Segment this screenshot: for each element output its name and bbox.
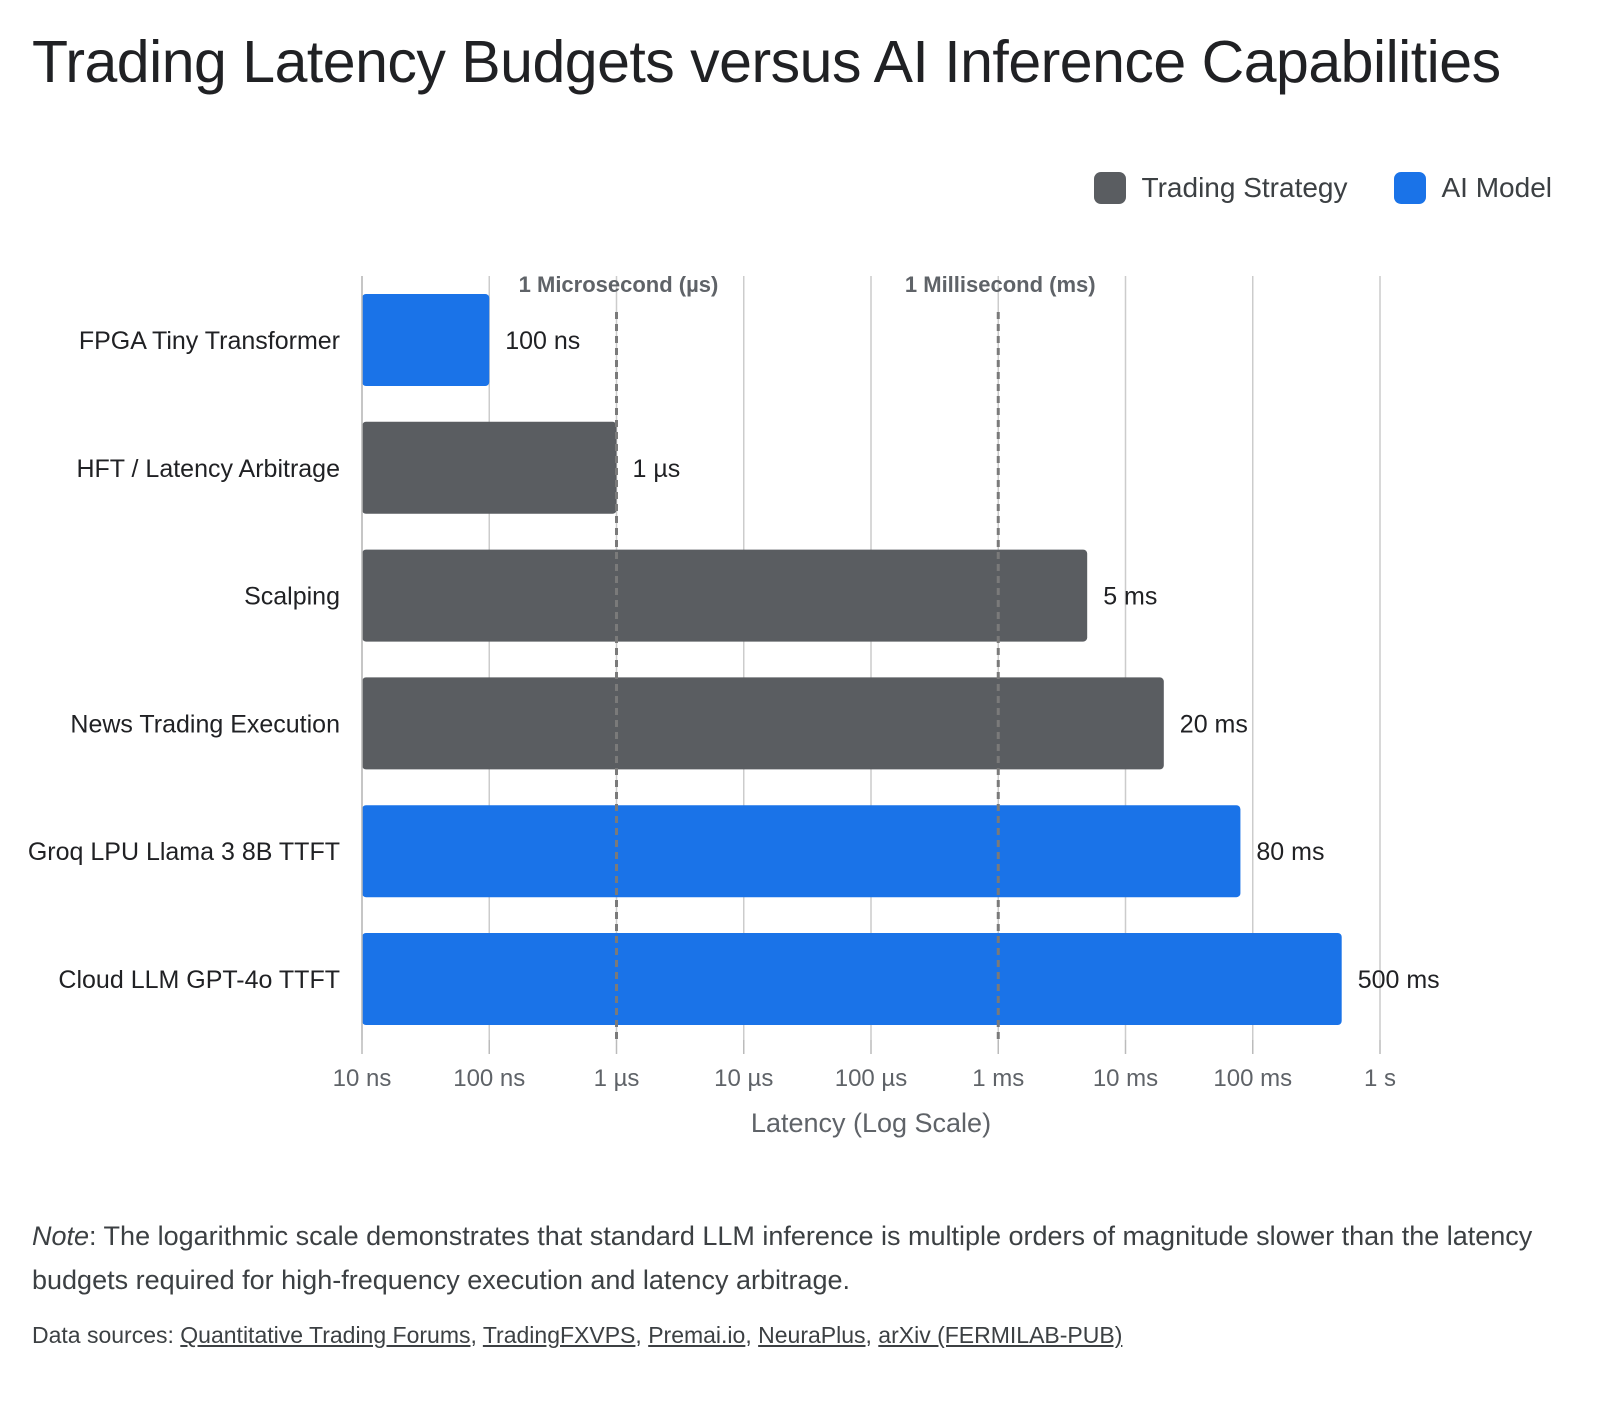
x-tick-label: 10 ms: [1093, 1065, 1158, 1092]
y-category-label: News Trading Execution: [70, 710, 340, 738]
bar-chart: 10 ns 100 ns 1 µs 10 µs 100 µs 1 ms 10 ms 100 m…: [28, 272, 1440, 1138]
bar-value-label: 1 µs: [633, 455, 681, 483]
x-tick-label: 10 ns: [333, 1065, 392, 1092]
legend: Trading Strategy AI Model: [1048, 172, 1552, 204]
y-category-label: FPGA Tiny Transformer: [79, 327, 340, 355]
bar: [362, 294, 490, 386]
source-link-arxiv[interactable]: arXiv (FERMILAB-PUB): [878, 1322, 1123, 1348]
x-tick-label: 100 ms: [1213, 1065, 1292, 1092]
bar: [362, 421, 617, 514]
chart-note: Note: The logarithmic scale demonstrates…: [32, 1214, 1572, 1302]
y-category-label: Scalping: [244, 583, 340, 611]
source-link-neuraplus[interactable]: NeuraPlus: [758, 1322, 866, 1348]
y-category-label: Cloud LLM GPT-4o TTFT: [58, 966, 340, 994]
data-sources: Data sources: Quantitative Trading Forum…: [32, 1322, 1123, 1348]
legend-label-ai-model: AI Model: [1441, 172, 1553, 203]
x-tick-label: 1 ms: [972, 1065, 1024, 1092]
bar: [362, 805, 1241, 898]
source-link-premai[interactable]: Premai.io: [648, 1322, 746, 1348]
x-axis-title: Latency (Log Scale): [751, 1108, 991, 1138]
source-link-quantitative-trading-forums[interactable]: Quantitative Trading Forums: [180, 1322, 471, 1348]
bar-value-label: 500 ms: [1358, 966, 1440, 994]
x-tick-label: 1 s: [1364, 1065, 1396, 1092]
y-category-label: Groq LPU Llama 3 8B TTFT: [28, 838, 340, 866]
reference-line-label: 1 Millisecond (ms): [905, 272, 1096, 297]
x-tick-label: 10 µs: [714, 1065, 773, 1092]
bar-value-label: 80 ms: [1256, 838, 1324, 866]
note-prefix: Note: [32, 1221, 90, 1251]
x-tick-label: 1 µs: [594, 1065, 640, 1092]
bar-value-label: 100 ns: [505, 327, 580, 355]
bar: [362, 933, 1342, 1025]
bar: [362, 677, 1164, 770]
legend-item-ai-model[interactable]: AI Model: [1393, 172, 1553, 204]
note-text: : The logarithmic scale demonstrates tha…: [32, 1221, 1533, 1295]
sources-prefix: Data sources:: [32, 1322, 181, 1348]
x-tick-label: 100 ns: [453, 1065, 525, 1092]
legend-swatch-ai-model: [1393, 172, 1426, 204]
legend-item-trading-strategy[interactable]: Trading Strategy: [1093, 172, 1348, 204]
bar-value-label: 20 ms: [1180, 710, 1248, 738]
reference-line-label: 1 Microsecond (µs): [519, 272, 719, 297]
chart-title: Trading Latency Budgets versus AI Infere…: [32, 29, 1501, 95]
source-link-tradingfxvps[interactable]: TradingFXVPS: [482, 1322, 636, 1348]
legend-label-trading-strategy: Trading Strategy: [1141, 172, 1348, 203]
bar: [362, 549, 1088, 642]
legend-swatch-trading-strategy: [1093, 172, 1126, 204]
y-category-label: HFT / Latency Arbitrage: [76, 455, 340, 483]
bar-value-label: 5 ms: [1103, 583, 1157, 611]
x-tick-label: 100 µs: [835, 1065, 908, 1092]
